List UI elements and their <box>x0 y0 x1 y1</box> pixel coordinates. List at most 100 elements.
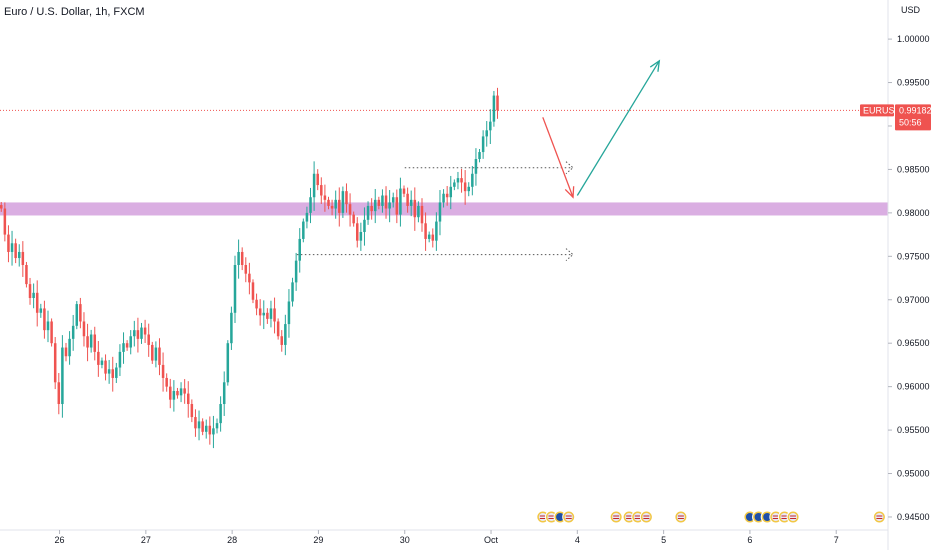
candle-body[interactable] <box>309 197 312 213</box>
candle-body[interactable] <box>338 199 341 213</box>
candle-body[interactable] <box>201 421 204 432</box>
candle-body[interactable] <box>43 308 46 331</box>
candle-body[interactable] <box>151 344 154 361</box>
candle-body[interactable] <box>370 205 373 212</box>
candle-body[interactable] <box>413 199 417 218</box>
candle-body[interactable] <box>118 351 122 368</box>
candle-body[interactable] <box>35 292 39 313</box>
down-arrow-head[interactable] <box>564 186 575 199</box>
candle-body[interactable] <box>25 265 28 285</box>
candle-body[interactable] <box>453 182 456 187</box>
candle-body[interactable] <box>485 130 488 137</box>
candle-body[interactable] <box>50 321 53 344</box>
candle-body[interactable] <box>215 423 219 429</box>
candle-body[interactable] <box>248 273 251 283</box>
candle-body[interactable] <box>100 360 104 365</box>
candle-body[interactable] <box>320 185 323 196</box>
candle-body[interactable] <box>431 234 435 241</box>
candle-body[interactable] <box>467 186 470 192</box>
candle-body[interactable] <box>158 347 161 365</box>
candle-body[interactable] <box>348 204 352 215</box>
candle-body[interactable] <box>190 404 194 418</box>
candle-body[interactable] <box>97 351 100 365</box>
candle-body[interactable] <box>312 173 316 198</box>
candle-body[interactable] <box>3 208 7 235</box>
candle-body[interactable] <box>169 386 172 400</box>
candle-body[interactable] <box>204 425 208 432</box>
lower-level-line-head[interactable] <box>565 248 574 261</box>
candle-body[interactable] <box>68 338 71 357</box>
candle-body[interactable] <box>7 234 10 252</box>
candle-body[interactable] <box>316 173 319 186</box>
candle-body[interactable] <box>284 324 287 345</box>
candle-body[interactable] <box>104 360 107 374</box>
candle-body[interactable] <box>489 121 492 131</box>
candle-body[interactable] <box>14 243 17 259</box>
candle-body[interactable] <box>86 336 89 348</box>
candle-body[interactable] <box>240 251 244 265</box>
candle-body[interactable] <box>273 308 276 322</box>
candle-body[interactable] <box>463 182 467 192</box>
candle-body[interactable] <box>133 330 136 337</box>
candle-body[interactable] <box>356 223 359 241</box>
candle-body[interactable] <box>93 334 97 352</box>
candle-body[interactable] <box>406 193 409 206</box>
candle-body[interactable] <box>298 238 301 261</box>
candle-body[interactable] <box>208 425 212 435</box>
candle-body[interactable] <box>449 186 453 198</box>
candle-body[interactable] <box>294 260 298 283</box>
candle-body[interactable] <box>395 197 399 215</box>
candle-body[interactable] <box>478 152 481 159</box>
candle-body[interactable] <box>262 312 266 316</box>
candle-body[interactable] <box>481 136 485 153</box>
candle-body[interactable] <box>233 265 237 313</box>
candle-body[interactable] <box>302 221 305 239</box>
candle-body[interactable] <box>363 219 366 232</box>
candle-body[interactable] <box>129 336 132 348</box>
candle-body[interactable] <box>334 199 337 209</box>
down-arrow[interactable] <box>542 117 574 198</box>
candle-body[interactable] <box>237 251 240 265</box>
candle-body[interactable] <box>82 321 86 337</box>
candle-body[interactable] <box>258 308 262 316</box>
candle-body[interactable] <box>75 304 79 326</box>
candle-body[interactable] <box>291 282 294 302</box>
candle-body[interactable] <box>244 265 248 274</box>
candle-body[interactable] <box>61 347 64 405</box>
candle-body[interactable] <box>352 214 355 224</box>
candle-body[interactable] <box>399 188 402 215</box>
candle-body[interactable] <box>21 251 25 265</box>
candle-body[interactable] <box>417 205 420 218</box>
candle-body[interactable] <box>122 343 125 352</box>
candle-body[interactable] <box>276 321 280 337</box>
candle-body[interactable] <box>391 197 395 203</box>
candle-body[interactable] <box>435 221 438 241</box>
candle-body[interactable] <box>53 343 57 383</box>
candle-body[interactable] <box>381 195 384 206</box>
upper-level-line-head[interactable] <box>565 161 574 175</box>
candle-body[interactable] <box>427 234 431 239</box>
candle-body[interactable] <box>161 364 165 378</box>
up-arrow-head[interactable] <box>649 59 661 72</box>
candle-body[interactable] <box>147 334 150 345</box>
candle-body[interactable] <box>154 347 158 361</box>
candle-body[interactable] <box>186 393 190 405</box>
candle-body[interactable] <box>10 243 14 252</box>
candle-body[interactable] <box>402 188 406 194</box>
candle-body[interactable] <box>46 321 50 331</box>
candle-body[interactable] <box>143 327 147 335</box>
candle-body[interactable] <box>136 330 140 339</box>
candle-body[interactable] <box>287 301 291 325</box>
candle-body[interactable] <box>79 304 82 322</box>
candle-body[interactable] <box>71 325 75 339</box>
support-zone[interactable] <box>0 202 888 216</box>
candle-body[interactable] <box>388 202 391 209</box>
candle-body[interactable] <box>222 382 226 405</box>
candle-body[interactable] <box>255 299 258 309</box>
candle-body[interactable] <box>442 193 445 203</box>
candle-body[interactable] <box>125 343 129 348</box>
candle-body[interactable] <box>409 199 413 206</box>
candle-body[interactable] <box>460 178 463 183</box>
up-arrow[interactable] <box>576 60 660 196</box>
